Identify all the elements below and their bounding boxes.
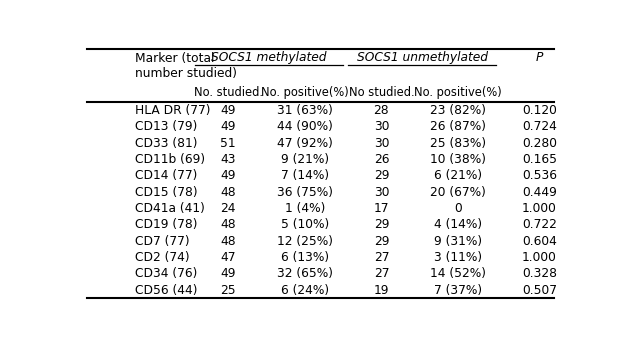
Text: 23 (82%): 23 (82%) [430, 104, 486, 117]
Text: 0: 0 [454, 202, 462, 215]
Text: 3 (11%): 3 (11%) [434, 251, 482, 264]
Text: CD56 (44): CD56 (44) [135, 283, 197, 297]
Text: 44 (90%): 44 (90%) [277, 120, 332, 133]
Text: 0.507: 0.507 [522, 283, 557, 297]
Text: 1.000: 1.000 [522, 251, 557, 264]
Text: 28: 28 [373, 104, 389, 117]
Text: 29: 29 [374, 235, 389, 248]
Text: CD11b (69): CD11b (69) [135, 153, 205, 166]
Text: 0.724: 0.724 [522, 120, 557, 133]
Text: 19: 19 [374, 283, 389, 297]
Text: 32 (65%): 32 (65%) [277, 267, 332, 280]
Text: No. studied.: No. studied. [193, 86, 263, 99]
Text: 31 (63%): 31 (63%) [277, 104, 332, 117]
Text: HLA DR (77): HLA DR (77) [135, 104, 210, 117]
Text: No. positive(%): No. positive(%) [261, 86, 349, 99]
Text: 29: 29 [374, 169, 389, 182]
Text: 6 (13%): 6 (13%) [281, 251, 329, 264]
Text: 49: 49 [221, 267, 236, 280]
Text: 51: 51 [220, 137, 236, 150]
Text: SOCS1 unmethylated: SOCS1 unmethylated [357, 51, 488, 64]
Text: CD14 (77): CD14 (77) [135, 169, 197, 182]
Text: 26 (87%): 26 (87%) [430, 120, 486, 133]
Text: 0.536: 0.536 [522, 169, 557, 182]
Text: 0.328: 0.328 [522, 267, 557, 280]
Text: 0.165: 0.165 [522, 153, 557, 166]
Text: 49: 49 [221, 104, 236, 117]
Text: 17: 17 [374, 202, 389, 215]
Text: 6 (21%): 6 (21%) [434, 169, 482, 182]
Text: 30: 30 [374, 185, 389, 198]
Text: 47 (92%): 47 (92%) [277, 137, 332, 150]
Text: CD13 (79): CD13 (79) [135, 120, 197, 133]
Text: 9 (21%): 9 (21%) [281, 153, 329, 166]
Text: 0.604: 0.604 [522, 235, 557, 248]
Text: 0.449: 0.449 [522, 185, 557, 198]
Text: 7 (14%): 7 (14%) [281, 169, 329, 182]
Text: 26: 26 [374, 153, 389, 166]
Text: 25 (83%): 25 (83%) [430, 137, 486, 150]
Text: 30: 30 [374, 137, 389, 150]
Text: 24: 24 [221, 202, 236, 215]
Text: 0.120: 0.120 [522, 104, 557, 117]
Text: CD34 (76): CD34 (76) [135, 267, 197, 280]
Text: 48: 48 [220, 235, 236, 248]
Text: 49: 49 [221, 169, 236, 182]
Text: 12 (25%): 12 (25%) [277, 235, 332, 248]
Text: No. positive(%): No. positive(%) [414, 86, 502, 99]
Text: CD41a (41): CD41a (41) [135, 202, 205, 215]
Text: Marker (total
number studied): Marker (total number studied) [135, 52, 237, 80]
Text: 7 (37%): 7 (37%) [434, 283, 482, 297]
Text: 27: 27 [374, 251, 389, 264]
Text: CD19 (78): CD19 (78) [135, 218, 197, 231]
Text: 14 (52%): 14 (52%) [430, 267, 486, 280]
Text: CD33 (81): CD33 (81) [135, 137, 197, 150]
Text: 0.722: 0.722 [522, 218, 557, 231]
Text: CD2 (74): CD2 (74) [135, 251, 189, 264]
Text: CD7 (77): CD7 (77) [135, 235, 189, 248]
Text: 36 (75%): 36 (75%) [277, 185, 332, 198]
Text: SOCS1 methylated: SOCS1 methylated [211, 51, 326, 64]
Text: 29: 29 [374, 218, 389, 231]
Text: 27: 27 [374, 267, 389, 280]
Text: 4 (14%): 4 (14%) [434, 218, 482, 231]
Text: P: P [536, 51, 543, 64]
Text: 0.280: 0.280 [522, 137, 557, 150]
Text: 6 (24%): 6 (24%) [281, 283, 329, 297]
Text: CD15 (78): CD15 (78) [135, 185, 197, 198]
Text: 48: 48 [220, 185, 236, 198]
Text: 10 (38%): 10 (38%) [430, 153, 486, 166]
Text: 30: 30 [374, 120, 389, 133]
Text: 43: 43 [221, 153, 236, 166]
Text: 49: 49 [221, 120, 236, 133]
Text: 1 (4%): 1 (4%) [284, 202, 325, 215]
Text: 25: 25 [220, 283, 236, 297]
Text: No studied.: No studied. [349, 86, 414, 99]
Text: 48: 48 [220, 218, 236, 231]
Text: 5 (10%): 5 (10%) [281, 218, 329, 231]
Text: 9 (31%): 9 (31%) [434, 235, 482, 248]
Text: 1.000: 1.000 [522, 202, 557, 215]
Text: 20 (67%): 20 (67%) [430, 185, 486, 198]
Text: 47: 47 [221, 251, 236, 264]
